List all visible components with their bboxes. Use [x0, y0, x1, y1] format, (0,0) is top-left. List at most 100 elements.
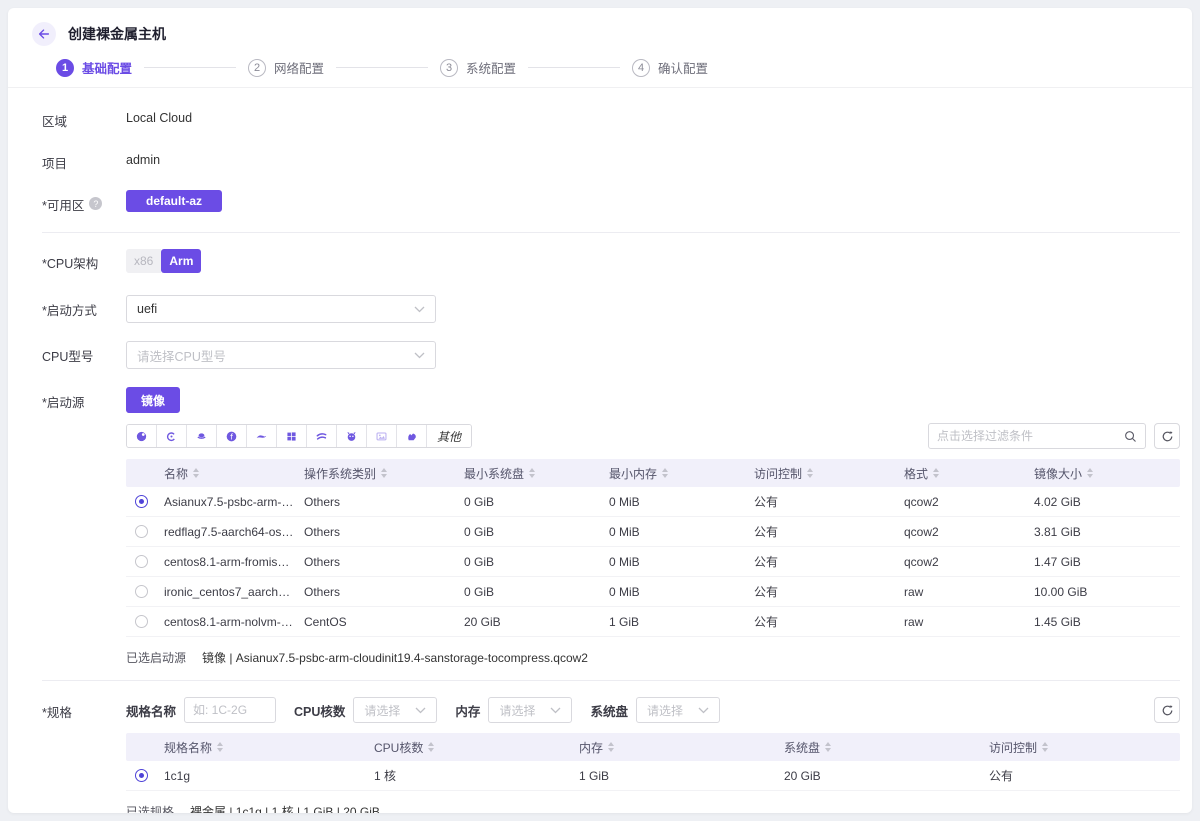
sort-icon[interactable]: [193, 468, 200, 478]
row-radio[interactable]: [134, 769, 148, 782]
flavor-name-label: 规格名称: [126, 704, 177, 719]
chevron-down-icon: [414, 306, 425, 312]
row-radio[interactable]: [134, 495, 148, 508]
flavor-filter-row: 规格名称 CPU核数 请选择 内存 请选择 系统盘: [126, 697, 1180, 723]
boot-mode-select[interactable]: uefi: [126, 295, 436, 323]
availability-zone-label: *可用区: [42, 199, 85, 213]
os-type-tabs: f: [126, 424, 473, 448]
cpu-model-placeholder: 请选择CPU型号: [137, 349, 226, 364]
image-min-mem: 0 MiB: [609, 584, 640, 599]
arch-arm-button[interactable]: Arm: [161, 249, 202, 273]
flavor-name-input[interactable]: [184, 697, 277, 723]
help-icon[interactable]: [89, 197, 103, 210]
os-windows-icon[interactable]: [277, 425, 307, 447]
col-access[interactable]: 访问控制: [754, 466, 803, 481]
region-label: 区域: [42, 115, 68, 129]
step-network-config[interactable]: 2 网络配置: [248, 58, 324, 77]
col-flavor-access[interactable]: 访问控制: [989, 740, 1038, 755]
col-flavor-name[interactable]: 规格名称: [164, 740, 213, 755]
sort-icon[interactable]: [807, 468, 814, 478]
cpu-model-label: CPU型号: [42, 350, 94, 364]
os-fedora-icon[interactable]: f: [217, 425, 247, 447]
step-system-config[interactable]: 3 系统配置: [440, 58, 516, 77]
step-connector: [528, 67, 621, 68]
image-table-row[interactable]: Asianux7.5-psbc-arm-cloudinit19... Other…: [126, 487, 1180, 517]
sort-icon[interactable]: [662, 468, 669, 478]
cpu-arch-label: *CPU架构: [42, 257, 99, 271]
image-min-disk: 0 GiB: [464, 524, 495, 539]
image-filter-box[interactable]: [928, 423, 1146, 449]
availability-zone-button[interactable]: default-az: [126, 190, 222, 212]
flavor-table-row[interactable]: 1c1g 1 核 1 GiB 20 GiB 公有: [126, 761, 1180, 791]
flavor-cpu-select[interactable]: 请选择: [353, 697, 438, 723]
sort-icon[interactable]: [1087, 468, 1094, 478]
col-flavor-mem[interactable]: 内存: [579, 740, 604, 755]
col-os-type[interactable]: 操作系统类别: [304, 466, 377, 481]
sort-icon[interactable]: [381, 468, 388, 478]
os-uos-icon[interactable]: [397, 425, 427, 447]
os-debian-icon[interactable]: [157, 425, 187, 447]
chevron-down-icon: [415, 707, 426, 713]
step-basic-config[interactable]: 1 基础配置: [56, 58, 132, 77]
section-divider: [42, 680, 1180, 681]
flavor-sysdisk-placeholder: 请选择: [646, 703, 683, 718]
os-image-icon[interactable]: [367, 425, 397, 447]
image-table-row[interactable]: centos8.1-arm-nolvm-TS200_22... CentOS 2…: [126, 607, 1180, 637]
col-name[interactable]: 名称: [164, 466, 189, 481]
page-title: 创建裸金属主机: [68, 26, 166, 42]
sort-icon[interactable]: [825, 742, 832, 752]
flavor-refresh-button[interactable]: [1154, 697, 1180, 723]
image-min-mem: 1 GiB: [609, 614, 640, 629]
step-label: 基础配置: [82, 62, 133, 76]
col-size[interactable]: 镜像大小: [1034, 466, 1083, 481]
image-format: qcow2: [904, 524, 939, 539]
image-table-row[interactable]: ironic_centos7_aarch64_ft2000_... Others…: [126, 577, 1180, 607]
boot-mode-label: *启动方式: [42, 304, 97, 318]
os-redhat-icon[interactable]: [187, 425, 217, 447]
sort-icon[interactable]: [428, 742, 435, 752]
flavor-sysdisk-select[interactable]: 请选择: [635, 697, 720, 723]
os-centos-icon[interactable]: [127, 425, 157, 447]
image-access: 公有: [754, 615, 779, 629]
col-flavor-cpu[interactable]: CPU核数: [374, 740, 424, 755]
image-refresh-button[interactable]: [1154, 423, 1180, 449]
section-divider: [42, 232, 1180, 233]
os-filter-row: f: [126, 423, 1180, 449]
os-opensuse-icon[interactable]: [247, 425, 277, 447]
row-radio[interactable]: [134, 585, 148, 598]
row-radio[interactable]: [134, 525, 148, 538]
step-number: 1: [56, 58, 74, 77]
arch-x86-button[interactable]: x86: [126, 249, 162, 273]
image-table-header: 名称 操作系统类别 最小系统盘 最小内存 访问控制 格式 镜像大小: [126, 459, 1180, 487]
image-format: raw: [904, 614, 924, 629]
col-min-mem[interactable]: 最小内存: [609, 466, 658, 481]
os-other-tab[interactable]: 其他: [427, 425, 472, 447]
image-min-disk: 20 GiB: [464, 614, 501, 629]
row-radio[interactable]: [134, 555, 148, 568]
image-os-type: Others: [304, 524, 341, 539]
image-table-row[interactable]: redflag7.5-aarch64-os_release_c... Other…: [126, 517, 1180, 547]
col-flavor-sysdisk[interactable]: 系统盘: [784, 740, 821, 755]
flavor-mem-select[interactable]: 请选择: [488, 697, 573, 723]
image-access: 公有: [754, 525, 779, 539]
image-table-row[interactable]: centos8.1-arm-fromiso-nolvm-TS... Others…: [126, 547, 1180, 577]
image-filter-input[interactable]: [937, 429, 1118, 443]
step-confirm-config[interactable]: 4 确认配置: [632, 58, 708, 77]
boot-source-image-button[interactable]: 镜像: [126, 387, 181, 413]
cpu-model-select[interactable]: 请选择CPU型号: [126, 341, 436, 369]
col-format[interactable]: 格式: [904, 466, 929, 481]
os-kylin-icon[interactable]: [337, 425, 367, 447]
image-format: raw: [904, 584, 924, 599]
os-openeuler-icon[interactable]: [307, 425, 337, 447]
sort-icon[interactable]: [217, 742, 224, 752]
sort-icon[interactable]: [529, 468, 536, 478]
flavor-table: 规格名称 CPU核数 内存 系统盘 访问控制 1c1g 1 核 1 GiB: [126, 733, 1180, 791]
sort-icon[interactable]: [1042, 742, 1049, 752]
back-button[interactable]: [32, 22, 56, 46]
row-radio[interactable]: [134, 615, 148, 628]
sort-icon[interactable]: [933, 468, 940, 478]
image-format: qcow2: [904, 554, 939, 569]
sort-icon[interactable]: [608, 742, 615, 752]
col-min-disk[interactable]: 最小系统盘: [464, 466, 525, 481]
flavor-cpu-placeholder: 请选择: [364, 703, 401, 718]
